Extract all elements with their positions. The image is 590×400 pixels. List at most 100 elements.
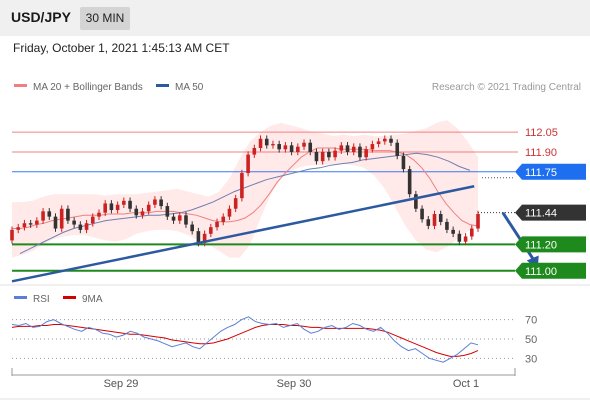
candle-body — [66, 208, 70, 221]
candle-body — [345, 145, 350, 152]
level-label: 112.05 — [525, 127, 558, 139]
rsi-tick-label: 30 — [525, 353, 537, 365]
candle-body — [115, 204, 120, 211]
forecast-arrow — [501, 211, 536, 263]
moving-averages — [12, 147, 479, 255]
candle-body — [469, 228, 474, 237]
ma20-legend-label: MA 20 + Bollinger Bands — [33, 82, 143, 93]
rsi-legend-swatch — [14, 296, 27, 299]
ma20-legend-swatch — [14, 84, 27, 87]
candle-body — [16, 227, 21, 230]
ma50-legend-label: MA 50 — [175, 82, 204, 93]
x-tick-label: Oct 1 — [453, 378, 479, 390]
rsi-tick-label: 50 — [525, 334, 537, 346]
price-tag — [515, 236, 586, 253]
candle-body — [196, 231, 201, 244]
candle-body — [103, 203, 107, 213]
candle-body — [383, 138, 387, 142]
candle-body — [41, 211, 45, 221]
candle-body — [389, 138, 393, 143]
candle-body — [395, 142, 400, 156]
candle-body — [72, 220, 76, 225]
candle-body — [165, 206, 170, 217]
rsi-ma-legend-swatch — [63, 296, 76, 299]
candle-body — [258, 138, 263, 148]
candle-body — [414, 194, 418, 209]
candle-body — [252, 148, 257, 155]
timeframe-button[interactable]: 30 MIN — [80, 7, 130, 30]
candle-body — [271, 144, 275, 146]
candle-body — [264, 138, 269, 146]
candle-body — [22, 223, 27, 228]
candle-body — [277, 144, 281, 150]
candle-body — [28, 223, 33, 225]
candle-body — [407, 169, 412, 195]
candle-body — [438, 214, 443, 222]
candle-body — [159, 199, 163, 207]
candle-body — [351, 146, 356, 152]
candle-body — [327, 151, 331, 158]
candle-body — [177, 215, 182, 221]
candle-body — [153, 199, 157, 205]
candle-body — [227, 208, 232, 217]
candle-body — [209, 227, 213, 234]
candle-body — [146, 204, 151, 212]
candle-body — [296, 146, 300, 152]
price-tag-label: 111.44 — [525, 208, 557, 220]
candle-body — [53, 216, 58, 229]
candle-body — [122, 200, 126, 205]
price-tag — [515, 204, 586, 221]
chart-datetime: Friday, October 1, 2021 1:45:13 AM CET — [13, 41, 230, 55]
candle-body — [476, 214, 480, 229]
price-tag-label: 111.00 — [525, 266, 557, 278]
chart-legend: MA 20 + Bollinger Bands MA 50 Research © 2… — [14, 82, 581, 93]
ma50-line — [19, 152, 471, 255]
candle-body — [78, 224, 83, 230]
candle-body — [283, 145, 288, 150]
candle-body — [445, 221, 449, 230]
rsi-ma-line — [11, 324, 479, 357]
rsi-tick-label: 70 — [525, 315, 537, 327]
chart-header: USD/JPY 30 MIN — [0, 0, 590, 36]
candle-body — [314, 151, 319, 162]
candle-body — [47, 211, 52, 217]
ma50-legend-swatch — [156, 84, 169, 87]
candlesticks — [10, 135, 480, 247]
candle-body — [140, 211, 145, 216]
rsi-line — [11, 316, 479, 363]
x-axis: Sep 29 Sep 30 Oct 1 — [11, 368, 516, 390]
candle-body — [134, 208, 139, 216]
price-tag — [515, 163, 586, 180]
candle-body — [376, 141, 381, 145]
rsi-ma-legend-label: 9MA — [82, 294, 103, 305]
rsi-legend-label: RSI — [33, 294, 50, 305]
candle-body — [10, 229, 14, 241]
candle-body — [221, 216, 226, 222]
candle-body — [302, 142, 306, 147]
price-tag-label: 111.75 — [525, 167, 557, 179]
trend-line — [11, 185, 475, 283]
candle-body — [320, 151, 325, 162]
candle-body — [339, 145, 344, 151]
candle-body — [451, 229, 455, 234]
price-tags: 112.05 111.90 111.75 111.44 111.20 111.00 — [515, 127, 586, 279]
candle-body — [184, 215, 188, 225]
candle-body — [97, 212, 101, 217]
candle-body — [358, 146, 362, 158]
candle-body — [432, 214, 437, 226]
x-tick-label: Sep 29 — [104, 378, 139, 390]
candle-body — [171, 216, 176, 221]
candle-body — [370, 144, 375, 150]
credit-text: Research © 2021 Trading Central — [432, 82, 581, 93]
candle-body — [420, 208, 424, 220]
candle-body — [190, 224, 194, 232]
x-tick-label: Sep 30 — [277, 378, 312, 390]
candle-body — [202, 233, 207, 244]
candle-body — [128, 200, 132, 209]
candle-body — [289, 145, 294, 152]
candle-body — [308, 142, 313, 152]
price-levels — [12, 131, 518, 272]
candle-body — [59, 208, 64, 229]
candle-body — [426, 219, 431, 226]
